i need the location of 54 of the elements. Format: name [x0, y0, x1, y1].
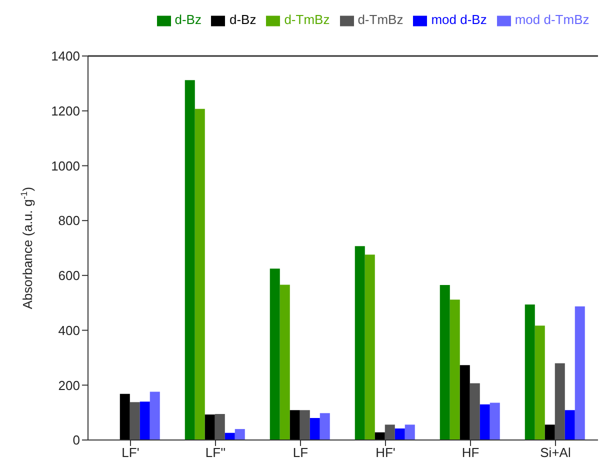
bar [574, 306, 585, 440]
bar [130, 402, 140, 440]
bar [214, 414, 225, 440]
y-tick-label: 1000 [51, 158, 80, 174]
legend-label: d-Bz [174, 12, 202, 27]
bar [544, 424, 555, 440]
legend-label: mod d-Bz [431, 12, 487, 27]
bar [534, 326, 545, 440]
bar [470, 383, 480, 440]
y-tick-label: 1400 [51, 48, 80, 64]
bar [184, 80, 195, 440]
x-tick-label: LF'' [205, 445, 226, 460]
bar [394, 428, 405, 440]
bar [310, 418, 320, 440]
bar [290, 410, 300, 440]
y-tick-label: 0 [72, 432, 80, 448]
legend-label: mod d-TmBz [514, 12, 590, 27]
y-tick-label: 200 [58, 378, 80, 393]
bar [204, 414, 215, 440]
bar [320, 413, 330, 440]
bar [140, 402, 150, 440]
bar [224, 432, 235, 440]
x-tick-label: LF' [122, 445, 140, 460]
bar [354, 246, 365, 440]
bar [564, 410, 575, 440]
bar [120, 394, 130, 440]
y-tick-label: 800 [58, 213, 80, 228]
bar [364, 254, 375, 440]
bar [490, 402, 500, 440]
x-tick-label: LF [292, 445, 308, 460]
legend-label: d-TmBz [358, 12, 404, 27]
bar [480, 404, 490, 440]
bar [524, 304, 535, 440]
legend-label: d-Bz [229, 12, 256, 27]
bar [300, 410, 310, 440]
bar [234, 429, 245, 440]
y-tick-label: 400 [58, 322, 80, 338]
x-tick-label: HF' [376, 445, 396, 460]
legend-label: d-TmBz [284, 12, 330, 27]
bar [460, 365, 470, 440]
bar [194, 108, 205, 440]
bar [280, 284, 290, 440]
y-tick-label: 1200 [51, 103, 80, 118]
bar [270, 268, 280, 440]
bar [404, 424, 415, 440]
bar [374, 432, 385, 440]
bar [384, 424, 395, 440]
bar [450, 300, 460, 440]
x-tick-label: HF [462, 445, 480, 460]
bar [554, 363, 565, 440]
x-tick-label: Si+Al [540, 445, 571, 460]
bar [440, 285, 450, 440]
y-tick-label: 600 [58, 268, 80, 284]
bar [150, 392, 160, 440]
